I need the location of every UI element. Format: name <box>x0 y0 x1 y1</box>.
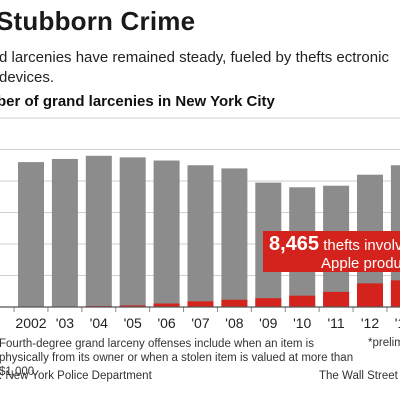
chart-header: ber of grand larcenies in New York City <box>0 93 275 110</box>
x-tick-label: 2002 <box>15 315 46 331</box>
bar-total-0 <box>18 162 44 307</box>
footnote: Fourth-degree grand larceny offenses inc… <box>0 338 354 378</box>
x-tick-label: '03 <box>56 315 74 331</box>
bar-total-3 <box>119 157 146 307</box>
bar-apple-7 <box>255 298 282 307</box>
x-tick-label: '09 <box>259 315 277 331</box>
apple-callout: 8,465 thefts involve Apple produc <box>263 231 400 272</box>
x-tick-label: '05 <box>124 315 142 331</box>
callout-value: 8,465 <box>269 233 320 255</box>
x-tick-label: '13 <box>395 315 400 331</box>
x-tick-label: '12 <box>361 315 379 331</box>
x-tick-label: '04 <box>90 315 108 331</box>
bar-total-2 <box>85 155 112 307</box>
bar-apple-8 <box>289 295 316 307</box>
x-tick-label: '08 <box>225 315 243 331</box>
bar-total-4 <box>153 160 180 307</box>
bar-total-5 <box>187 165 214 307</box>
callout-line2: Apple produc <box>321 255 400 272</box>
bar-apple-5 <box>187 301 214 307</box>
bar-total-6 <box>221 168 248 307</box>
x-tick-label: '07 <box>191 315 209 331</box>
callout-line1: thefts involve <box>323 237 400 254</box>
prelim-note: *prelim <box>368 337 400 349</box>
chart-subtitle: d larcenies have remained steady, fueled… <box>0 49 389 86</box>
source-note: : New York Police Department <box>0 370 152 382</box>
chart-title: Stubborn Crime <box>0 6 196 36</box>
publisher-credit: The Wall Street J <box>319 370 400 382</box>
bar-apple-6 <box>221 299 248 307</box>
x-tick-label: '10 <box>293 315 311 331</box>
bar-total-1 <box>51 158 78 307</box>
bar-apple-3 <box>119 305 146 307</box>
x-tick-label: '06 <box>157 315 175 331</box>
bar-apple-11 <box>390 280 400 307</box>
x-tick-label: '11 <box>327 315 344 331</box>
bar-apple-4 <box>153 303 180 307</box>
bar-apple-10 <box>357 283 383 307</box>
bar-apple-9 <box>323 291 350 307</box>
